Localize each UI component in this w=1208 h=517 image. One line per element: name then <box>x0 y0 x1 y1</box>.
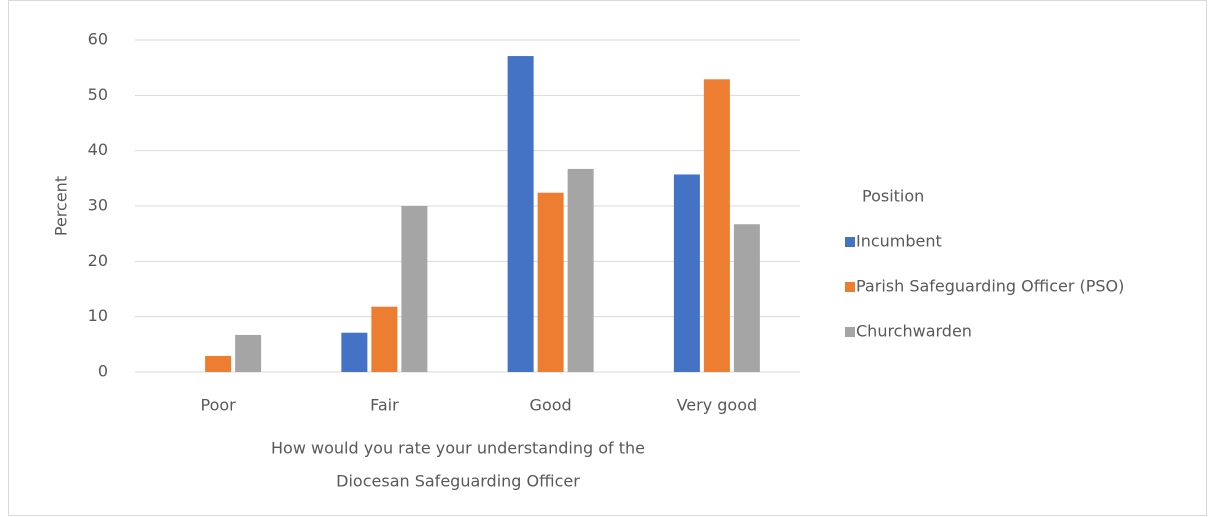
y-tick-label: 10 <box>88 306 108 325</box>
x-tick-label: Good <box>530 396 572 415</box>
x-axis-label: Diocesan Safeguarding Officer <box>336 472 580 491</box>
legend-swatch <box>845 282 855 292</box>
bar <box>733 224 760 372</box>
bar <box>567 168 594 372</box>
chart-border <box>8 0 1207 516</box>
bar <box>507 56 534 373</box>
legend-title: Position <box>862 187 924 206</box>
y-tick-label: 30 <box>88 196 108 215</box>
bar <box>341 332 368 372</box>
legend-label: Churchwarden <box>856 322 972 341</box>
bar <box>401 206 428 372</box>
y-tick-label: 50 <box>88 85 108 104</box>
bar <box>205 355 232 372</box>
legend-swatch <box>845 237 855 247</box>
bar <box>371 306 398 372</box>
x-tick-label: Poor <box>201 396 237 415</box>
legend-label: Parish Safeguarding Officer (PSO) <box>856 277 1124 296</box>
bar <box>235 334 262 372</box>
x-tick-label: Very good <box>677 396 758 415</box>
bar <box>673 174 700 372</box>
y-axis-label: Percent <box>52 176 71 236</box>
bar <box>537 192 564 372</box>
y-tick-label: 40 <box>88 140 108 159</box>
x-tick-label: Fair <box>370 396 399 415</box>
legend-swatch <box>845 327 855 337</box>
y-tick-label: 20 <box>88 251 108 270</box>
bar <box>703 79 730 372</box>
x-axis-label: How would you rate your understanding of… <box>271 439 645 458</box>
y-tick-label: 0 <box>98 362 108 381</box>
legend-label: Incumbent <box>856 232 942 251</box>
y-tick-label: 60 <box>88 30 108 49</box>
